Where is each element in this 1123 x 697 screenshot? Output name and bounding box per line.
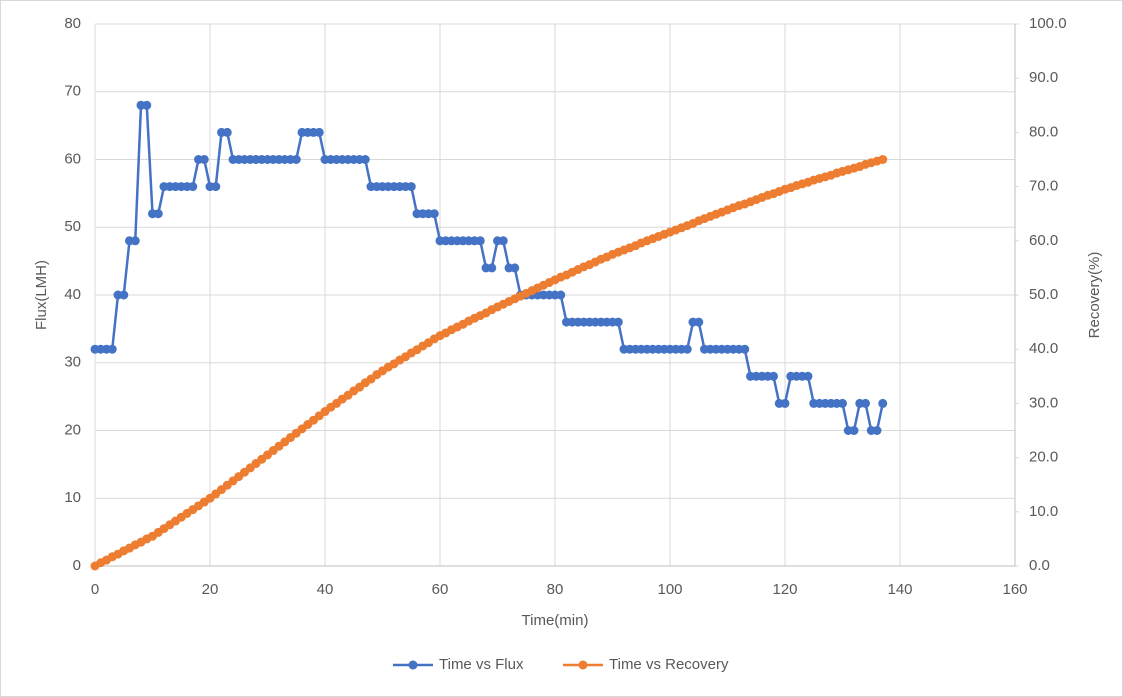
data-point — [119, 290, 129, 300]
x-tick-label: 80 — [547, 581, 564, 598]
y2-tick-label: 60.0 — [1029, 232, 1058, 249]
x-axis-label: Time(min) — [522, 612, 589, 629]
y-tick-label: 10 — [64, 489, 81, 506]
y-tick-label: 30 — [64, 354, 81, 371]
data-point — [360, 155, 370, 164]
x-tick-label: 100 — [657, 581, 682, 598]
x-tick-label: 20 — [202, 581, 219, 598]
data-point — [878, 398, 888, 408]
data-point — [838, 398, 847, 408]
data-point — [510, 263, 520, 273]
data-point — [872, 426, 882, 435]
y-tick-label: 60 — [64, 150, 81, 167]
x-tick-label: 140 — [887, 581, 912, 598]
x-tick-label: 0 — [91, 581, 99, 598]
y2-tick-label: 40.0 — [1029, 340, 1058, 357]
y2-tick-label: 80.0 — [1029, 123, 1058, 140]
legend-label: Time vs Flux — [439, 656, 524, 673]
legend-label: Time vs Recovery — [609, 656, 729, 673]
data-point — [142, 100, 152, 110]
data-point — [740, 344, 750, 354]
x-tick-label: 120 — [772, 581, 797, 598]
data-point — [694, 317, 704, 327]
y2-tick-label: 100.0 — [1029, 15, 1067, 32]
y-tick-label: 0 — [73, 557, 81, 574]
y2-tick-label: 30.0 — [1029, 394, 1058, 411]
data-point — [498, 236, 508, 246]
data-point — [199, 155, 209, 164]
data-point — [849, 426, 859, 435]
y2-tick-label: 70.0 — [1029, 178, 1058, 195]
data-point — [211, 182, 221, 192]
data-point — [682, 344, 692, 354]
y-axis-label: Flux(LMH) — [33, 260, 50, 330]
data-point — [406, 182, 416, 192]
data-point — [107, 344, 117, 354]
x-tick-label: 40 — [317, 581, 334, 598]
data-point — [780, 398, 790, 408]
y-tick-label: 80 — [64, 15, 81, 32]
x-tick-label: 160 — [1002, 581, 1027, 598]
data-point — [803, 371, 813, 381]
data-point — [291, 155, 301, 164]
data-point — [613, 317, 623, 327]
data-point — [222, 127, 232, 137]
y-tick-label: 40 — [64, 286, 81, 303]
data-point — [556, 290, 566, 300]
y2-tick-label: 20.0 — [1029, 449, 1058, 466]
legend-marker — [578, 660, 588, 670]
y2-tick-label: 10.0 — [1029, 503, 1058, 520]
y-tick-label: 50 — [64, 218, 81, 235]
y2-axis-label: Recovery(%) — [1086, 252, 1103, 339]
y2-tick-label: 0.0 — [1029, 557, 1050, 574]
legend-marker — [408, 660, 418, 670]
data-point — [314, 127, 324, 137]
data-point — [769, 371, 778, 381]
data-point — [153, 209, 163, 219]
y2-tick-label: 50.0 — [1029, 286, 1058, 303]
y2-tick-label: 90.0 — [1029, 69, 1058, 86]
y-tick-label: 20 — [64, 421, 81, 438]
data-point — [861, 398, 870, 408]
data-point — [475, 236, 485, 246]
y-tick-label: 70 — [64, 83, 81, 100]
data-point — [429, 209, 439, 219]
data-point — [487, 263, 497, 273]
x-tick-label: 60 — [432, 581, 449, 598]
data-point — [130, 236, 140, 246]
data-point — [188, 182, 198, 192]
data-point — [878, 155, 888, 164]
